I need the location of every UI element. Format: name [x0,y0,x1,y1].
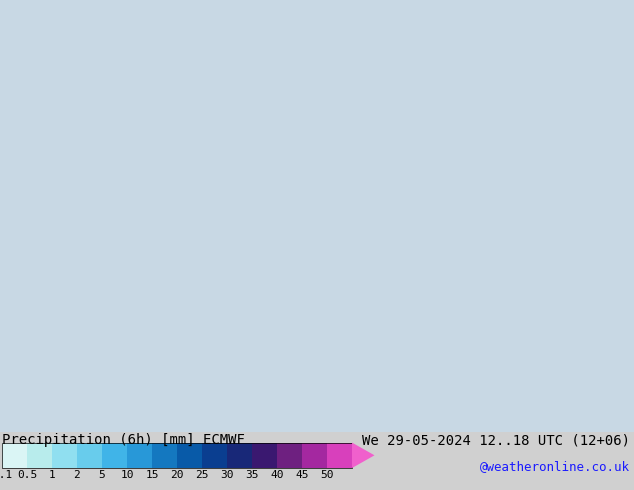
Text: 15: 15 [145,469,158,480]
Bar [327,442,352,468]
Bar [102,442,127,468]
Bar [77,442,102,468]
Text: 0.1: 0.1 [0,469,12,480]
Text: 10: 10 [120,469,134,480]
Bar [52,442,77,468]
Text: 40: 40 [270,469,284,480]
Text: @weatheronline.co.uk: @weatheronline.co.uk [480,460,630,473]
Bar [252,442,277,468]
Text: 35: 35 [245,469,259,480]
Text: 45: 45 [295,469,309,480]
Bar [2,442,352,468]
Text: 50: 50 [320,469,333,480]
Bar [177,442,202,468]
Text: 25: 25 [195,469,209,480]
Text: Precipitation (6h) [mm] ECMWF: Precipitation (6h) [mm] ECMWF [2,433,245,447]
Text: We 29-05-2024 12..18 UTC (12+06): We 29-05-2024 12..18 UTC (12+06) [362,433,630,447]
Bar [27,442,52,468]
Bar [2,442,27,468]
Text: 5: 5 [99,469,105,480]
Bar [152,442,177,468]
Bar [202,442,227,468]
Text: 2: 2 [74,469,81,480]
Text: 20: 20 [171,469,184,480]
Bar [127,442,152,468]
Text: 30: 30 [220,469,234,480]
Bar [227,442,252,468]
FancyArrow shape [352,442,375,468]
Text: 1: 1 [49,469,55,480]
Text: 0.5: 0.5 [17,469,37,480]
Bar [277,442,302,468]
Bar [302,442,327,468]
